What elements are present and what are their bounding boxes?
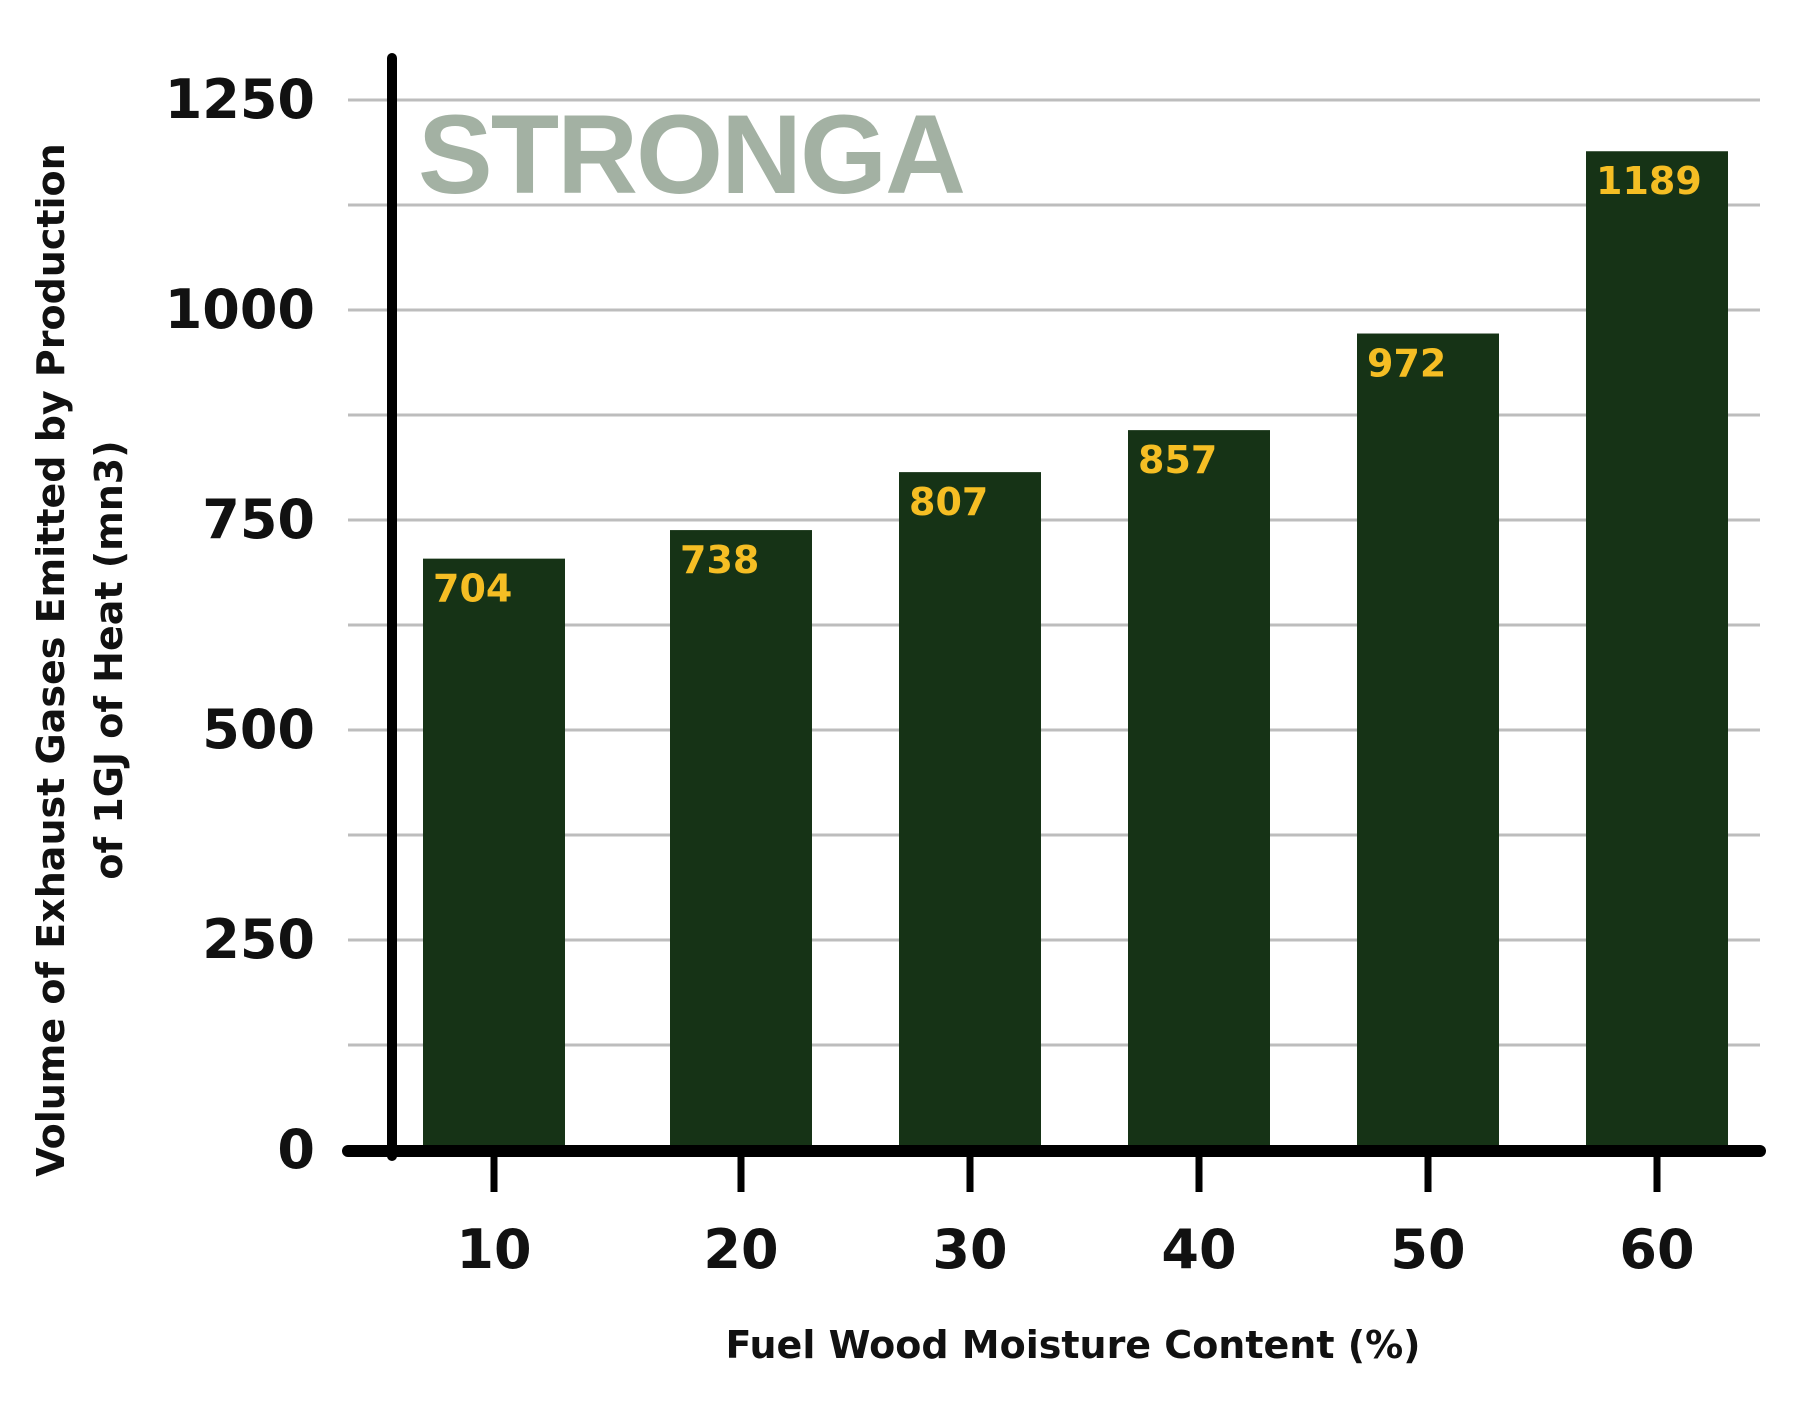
x-tick-label: 40 [1161, 1218, 1236, 1281]
bar-value-label: 857 [1138, 438, 1217, 482]
x-tick-labels: 10 20 30 40 50 60 [456, 1218, 1694, 1281]
brand-watermark: STRONGA [418, 92, 964, 217]
gridlines [348, 98, 1760, 1047]
bar-value-label: 738 [680, 538, 759, 582]
bar [1357, 333, 1499, 1150]
x-tick-label: 10 [456, 1218, 531, 1281]
bar-value-label: 972 [1367, 342, 1446, 386]
bar [899, 472, 1041, 1150]
y-tick-label: 500 [202, 698, 315, 761]
axes [342, 53, 1766, 1192]
bar [1586, 151, 1728, 1151]
bar [1128, 430, 1270, 1150]
y-tick-label: 0 [277, 1118, 315, 1181]
bar-value-label: 1189 [1596, 159, 1702, 203]
x-tick-label: 50 [1390, 1218, 1465, 1281]
y-axis-title-line-1: Volume of Exhaust Gases Emitted by Produ… [29, 143, 73, 1176]
bars [423, 151, 1728, 1151]
y-tick-label: 1250 [165, 68, 315, 131]
x-tick-label: 30 [932, 1218, 1007, 1281]
y-tick-label: 1000 [165, 278, 315, 341]
y-axis-title-line-2: of 1GJ of Heat (mn3) [87, 440, 131, 879]
y-tick-label: 750 [202, 488, 315, 551]
data-labels: 704 738 807 857 972 1189 [433, 159, 1702, 610]
y-axis-title: Volume of Exhaust Gases Emitted by Produ… [29, 143, 131, 1176]
x-tick-label: 20 [703, 1218, 778, 1281]
bar [423, 558, 565, 1150]
y-tick-label: 250 [202, 908, 315, 971]
y-tick-labels: 0 250 500 750 1000 1250 [165, 68, 315, 1181]
bar-value-label: 807 [909, 480, 988, 524]
x-axis-title: Fuel Wood Moisture Content (%) [725, 1323, 1420, 1367]
bar [670, 530, 812, 1150]
bar-value-label: 704 [433, 567, 512, 611]
x-tick-label: 60 [1619, 1218, 1694, 1281]
